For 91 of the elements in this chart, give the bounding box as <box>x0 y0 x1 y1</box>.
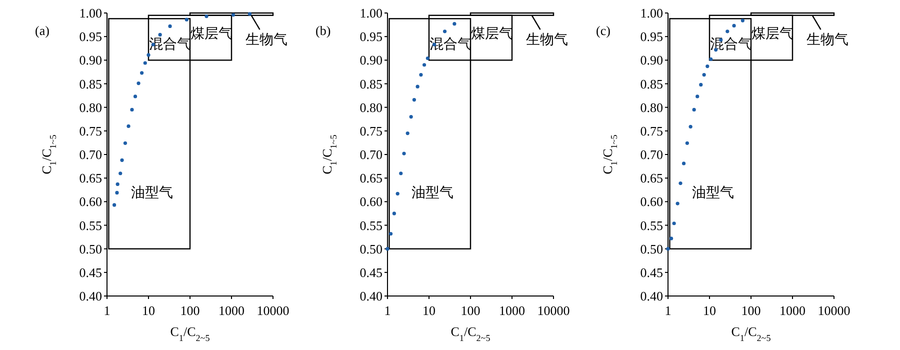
y-tick-label: 0.65 <box>360 170 382 186</box>
text: (b) <box>316 23 331 38</box>
point <box>422 63 426 67</box>
x-tick-label: 100 <box>741 303 761 318</box>
point <box>682 162 686 166</box>
y-tick-label: 0.65 <box>79 170 102 186</box>
y-tick-label: 0.60 <box>360 194 382 210</box>
x-tick-label: 1 <box>104 303 110 318</box>
y-tick-label: 0.95 <box>360 29 382 44</box>
annotation: 生物气 <box>246 32 288 48</box>
y-tick-label: 0.65 <box>640 170 663 186</box>
y-tick-label: 0.60 <box>640 194 663 210</box>
x-tick-label: 10000 <box>256 303 290 318</box>
y-tick-label: 0.45 <box>640 264 663 280</box>
y-tick-label: 0.55 <box>79 218 102 233</box>
x-tick-label: 10 <box>142 303 155 318</box>
point <box>676 202 680 206</box>
point <box>699 82 703 86</box>
y-tick-label: 0.95 <box>79 29 102 44</box>
point <box>419 72 423 77</box>
point <box>426 56 430 60</box>
point <box>402 152 406 156</box>
x-axis-title: C$_{1}$/C$_{2~5}$ <box>170 324 210 343</box>
x-tick-label: 1000 <box>499 303 525 318</box>
annotation: 油型气 <box>692 185 734 202</box>
point <box>678 181 682 186</box>
y-tick-label: 0.50 <box>640 241 663 256</box>
point <box>685 141 689 145</box>
x-tick-label: 10000 <box>537 303 570 318</box>
y-tick-label: 0.55 <box>640 218 663 233</box>
annotation: 生物气 <box>806 32 849 48</box>
point <box>688 124 692 128</box>
y-tick-label: 0.80 <box>360 100 382 115</box>
x-tick-label: 10000 <box>818 303 850 318</box>
y-tick-label: 0.75 <box>640 123 663 138</box>
x-tick-label: 1 <box>664 303 672 318</box>
y-tick-label: 0.45 <box>360 264 382 280</box>
point <box>692 108 696 112</box>
x-tick-label: 1000 <box>218 303 244 318</box>
y-tick-label: 0.75 <box>360 123 382 138</box>
point <box>399 172 403 176</box>
y-tick-label: 0.90 <box>360 52 382 68</box>
y-tick-label: 0.55 <box>360 218 382 233</box>
y-tick-label: 0.85 <box>360 76 382 92</box>
y-tick-label: 1.00 <box>79 6 102 20</box>
x-tick-label: 100 <box>460 303 480 318</box>
annotation: 油型气 <box>130 185 173 202</box>
y-tick-label: 0.40 <box>640 288 663 304</box>
y-tick-label: 0.80 <box>79 100 102 115</box>
y-tick-label: 0.70 <box>360 147 382 162</box>
y-tick-label: 0.40 <box>360 288 382 304</box>
x-tick-label: 10 <box>703 303 716 318</box>
text: (c) <box>596 23 610 38</box>
y-tick-label: 0.45 <box>79 264 102 280</box>
y-tick-label: 1.00 <box>640 6 663 20</box>
point <box>409 114 413 119</box>
point <box>669 236 674 240</box>
point <box>412 98 416 102</box>
x-tick-label: 100 <box>180 303 200 318</box>
point <box>696 94 700 98</box>
y-tick-label: 0.90 <box>79 52 102 68</box>
y-tick-label: 0.95 <box>640 29 663 44</box>
y-tick-label: 1.00 <box>360 6 382 20</box>
y-tick-label: 0.50 <box>360 241 382 256</box>
x-tick-label: 1 <box>384 303 391 318</box>
annotation: 油型气 <box>411 185 454 202</box>
annotation: 生物气 <box>526 32 568 48</box>
y-tick-label: 0.85 <box>640 76 663 92</box>
point <box>709 57 713 62</box>
y-tick-label: 0.80 <box>640 100 663 115</box>
y-tick-label: 0.50 <box>79 241 102 256</box>
x-tick-label: 1000 <box>780 303 806 318</box>
point <box>706 64 710 68</box>
y-tick-label: 0.90 <box>640 52 663 68</box>
point <box>702 72 706 77</box>
y-tick-label: 0.60 <box>79 194 102 210</box>
y-tick-label: 0.70 <box>79 147 102 162</box>
point <box>388 232 393 236</box>
text: (a) <box>35 23 50 38</box>
point <box>406 131 410 136</box>
y-tick-label: 0.85 <box>79 76 102 92</box>
x-axis-title: C$_{1}$/C$_{2~5}$ <box>450 324 491 343</box>
y-tick-label: 0.70 <box>640 147 663 162</box>
y-tick-label: 0.40 <box>79 288 102 304</box>
point <box>672 222 676 226</box>
x-axis-title: C$_{1}$/C$_{2~5}$ <box>731 324 772 343</box>
x-tick-label: 10 <box>422 303 436 318</box>
point <box>392 212 396 216</box>
y-tick-label: 0.75 <box>79 123 102 138</box>
point <box>416 84 420 88</box>
point <box>396 192 400 196</box>
